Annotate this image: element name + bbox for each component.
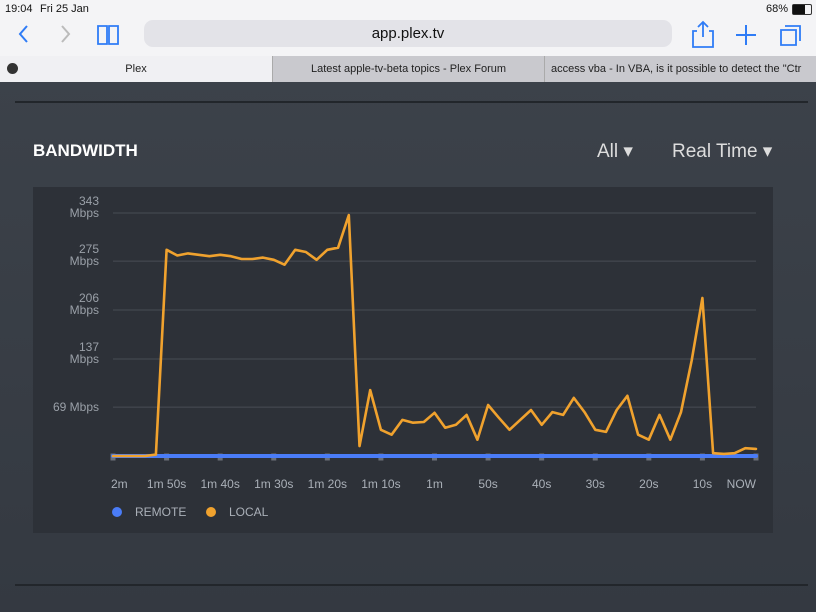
x-tick-label: 1m 40s bbox=[200, 477, 239, 491]
x-tick-label: 1m 30s bbox=[254, 477, 293, 491]
share-button[interactable] bbox=[692, 20, 714, 48]
battery-level: 68% bbox=[766, 3, 789, 15]
filter-dropdown[interactable]: All ▾ bbox=[597, 141, 633, 162]
filter-dropdown[interactable]: Real Time ▾ bbox=[672, 141, 773, 162]
x-tick-label: 50s bbox=[478, 477, 497, 491]
divider bbox=[15, 584, 808, 586]
legend-label: REMOTE bbox=[135, 505, 186, 519]
x-tick-label: 1m 10s bbox=[361, 477, 400, 491]
close-tab-button[interactable] bbox=[7, 63, 18, 74]
y-tick-label: 275 Mbps bbox=[69, 242, 99, 269]
section-title: BANDWIDTH bbox=[33, 141, 138, 160]
x-tick-label: 30s bbox=[586, 477, 605, 491]
url: app.plex.tv bbox=[371, 25, 445, 42]
status-bar: 19:04 Fri 25 Jan 68% bbox=[0, 0, 816, 18]
y-tick-label: 343 Mbps bbox=[69, 194, 99, 220]
tab[interactable]: access vba - In VBA, is it possible to d… bbox=[544, 56, 816, 82]
new-tab-button[interactable] bbox=[736, 25, 756, 45]
address-bar[interactable]: app.plex.tv bbox=[144, 20, 672, 47]
tab[interactable]: Latest apple-tv-beta topics - Plex Forum bbox=[272, 56, 544, 82]
filter-label: All bbox=[597, 141, 619, 162]
legend-label: LOCAL bbox=[229, 505, 269, 519]
legend-swatch bbox=[206, 507, 216, 517]
x-tick-label: 1m bbox=[426, 477, 443, 491]
x-tick-label: 40s bbox=[532, 477, 551, 491]
tabs-button[interactable] bbox=[780, 25, 801, 46]
chart-panel bbox=[33, 187, 773, 533]
back-button[interactable] bbox=[18, 25, 28, 43]
x-tick-label: 20s bbox=[639, 477, 658, 491]
filter-label: Real Time bbox=[672, 141, 758, 162]
toolbar-icons bbox=[18, 20, 801, 48]
y-tick-label: 137 Mbps bbox=[69, 339, 99, 366]
x-tick-label: NOW bbox=[727, 477, 757, 491]
legend-swatch bbox=[112, 507, 122, 517]
y-tick-label: 69 Mbps bbox=[52, 400, 99, 415]
x-tick-label: 2m bbox=[111, 477, 128, 491]
x-tick-label: 10s bbox=[693, 477, 712, 491]
x-tick-label: 1m 50s bbox=[147, 477, 186, 491]
x-tick-label: 1m 20s bbox=[308, 477, 347, 491]
date: Fri 25 Jan bbox=[40, 3, 89, 15]
divider bbox=[15, 101, 808, 103]
y-tick-label: 206 Mbps bbox=[69, 291, 99, 318]
forward-button[interactable] bbox=[61, 25, 71, 43]
battery-icon bbox=[792, 4, 812, 15]
time: 19:04 bbox=[5, 3, 33, 15]
tab[interactable]: Plex bbox=[0, 56, 272, 82]
series-line bbox=[111, 213, 758, 458]
bookmarks-button[interactable] bbox=[97, 25, 119, 45]
